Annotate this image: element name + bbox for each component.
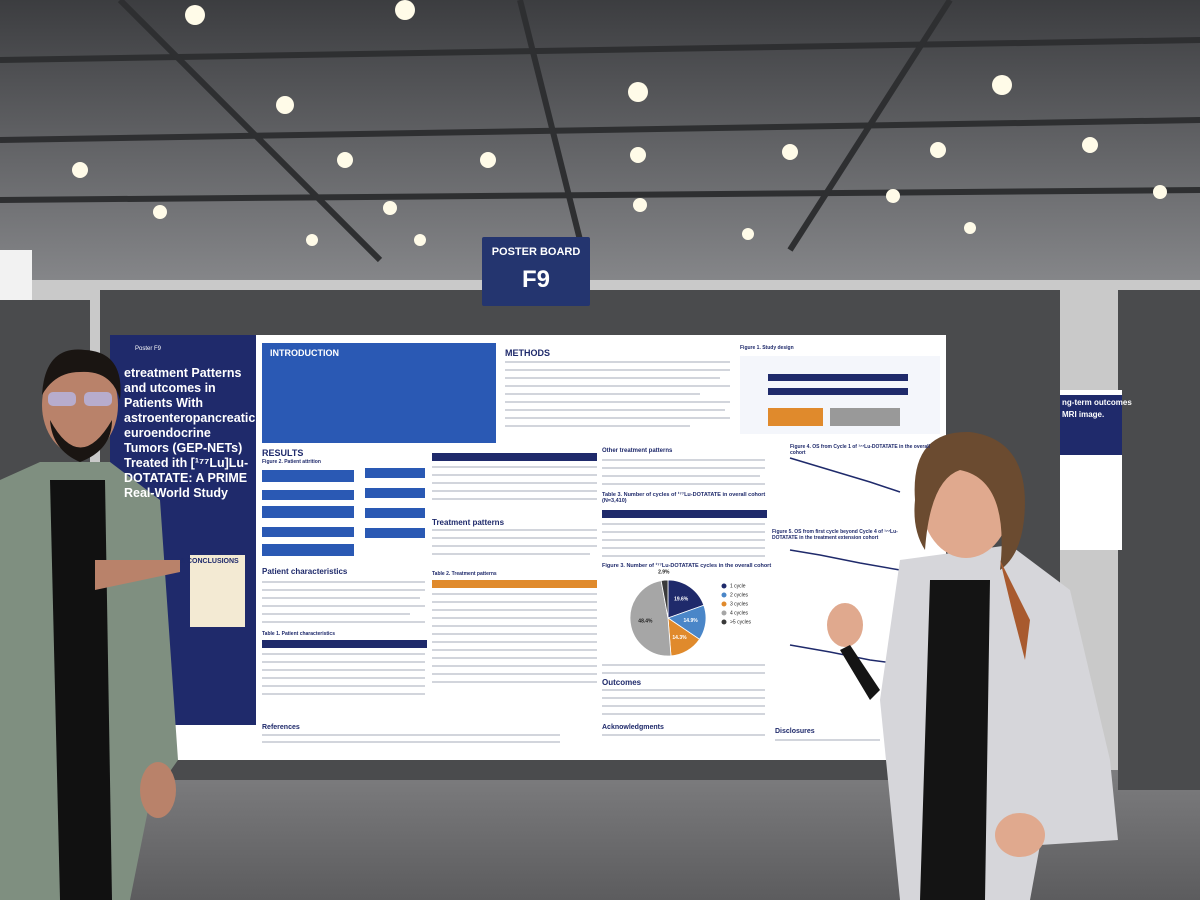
legend-swatch — [721, 592, 727, 598]
table-header — [262, 640, 427, 648]
pie-label: 48.4% — [638, 618, 653, 624]
methods-heading: METHODS — [505, 348, 550, 358]
ceiling-lights — [72, 0, 1167, 246]
poster-id: Poster F9 — [135, 346, 162, 352]
figure1-bar — [768, 388, 908, 395]
pie-label: 14.3% — [672, 635, 687, 641]
legend-label: 3 cycles — [730, 601, 749, 607]
figure5-title: Figure 5. OS from first cycle beyond Cyc… — [772, 529, 898, 541]
table1-title: Table 1. Patient characteristics — [262, 631, 335, 637]
side-poster-line: MRI image. — [1062, 410, 1105, 419]
legend-label: >5 cycles — [730, 619, 751, 625]
table2-title: Table 2. Treatment patterns — [432, 571, 497, 577]
side-poster-line: ng-term outcomes — [1062, 398, 1132, 407]
pie-label: 14.9% — [684, 618, 699, 624]
disclosures-heading: Disclosures — [775, 728, 815, 735]
figure4-title: Figure 4. OS from Cycle 1 of ¹⁷⁷Lu-DOTAT… — [790, 444, 930, 456]
side-poster-band — [1060, 395, 1122, 455]
legend-label: 4 cycles — [730, 610, 749, 616]
treatment-patterns-heading: Treatment patterns — [432, 518, 505, 527]
results-heading: RESULTS — [262, 448, 304, 458]
sign-number: F9 — [521, 266, 550, 293]
side-board — [1118, 290, 1200, 790]
woman — [827, 431, 1118, 900]
table3-title: Table 3. Number of cycles of ¹⁷⁷Lu-DOTAT… — [602, 492, 766, 505]
pie: 19.6% 14.9% 14.3% 48.4% 2.9% 1 cycle 2 cycles 3… — [629, 570, 751, 657]
conclusion-box — [190, 555, 245, 627]
legend-label: 2 cycles — [730, 592, 749, 598]
pie-label: 19.6% — [674, 597, 689, 603]
table-header — [432, 580, 597, 588]
legend-label: 1 cycle — [730, 583, 746, 589]
figure1-title: Figure 1. Study design — [740, 345, 794, 351]
attrition-boxes — [262, 468, 425, 556]
figure1-note — [768, 408, 823, 426]
introduction-heading: INTRODUCTION — [270, 348, 339, 358]
trusses — [0, 0, 1200, 263]
poster-title: etreatment Patterns and utcomes in Patie… — [124, 366, 256, 500]
patient-characteristics-heading: Patient characteristics — [262, 567, 348, 576]
man — [0, 349, 180, 900]
acknowledgments-heading: Acknowledgments — [602, 724, 664, 731]
board-sign — [482, 237, 590, 306]
figure3-title: Figure 3. Number of ¹⁷⁷Lu-DOTATATE cycle… — [602, 563, 772, 569]
legend-swatch — [721, 619, 727, 625]
legend-swatch — [721, 610, 727, 616]
legend-swatch — [721, 601, 727, 607]
pie-slice — [629, 580, 672, 657]
legend-swatch — [721, 583, 727, 589]
pie-slice — [667, 579, 705, 619]
body-text — [262, 361, 880, 743]
table-header — [432, 453, 597, 461]
introduction-box — [262, 343, 496, 443]
figure1-bar — [768, 374, 908, 381]
conclusions-heading: & CONCLUSIONS — [180, 558, 239, 565]
references-heading: References — [262, 724, 300, 731]
pie-slice — [660, 579, 669, 619]
figure1-note — [830, 408, 900, 426]
pie-label: 2.9% — [658, 570, 670, 576]
outcomes-heading: Outcomes — [602, 678, 642, 687]
sign-label: POSTER BOARD — [491, 246, 581, 258]
table-header — [602, 510, 767, 518]
other-treatment-heading: Other treatment patterns — [602, 448, 673, 454]
figure2-title: Figure 2. Patient attrition — [262, 459, 321, 465]
